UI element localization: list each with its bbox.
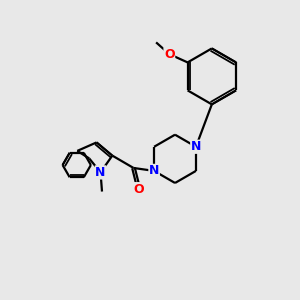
Text: N: N	[149, 164, 159, 177]
Text: O: O	[164, 48, 175, 61]
Text: N: N	[191, 140, 201, 153]
Text: N: N	[95, 166, 106, 179]
Text: O: O	[134, 183, 144, 196]
